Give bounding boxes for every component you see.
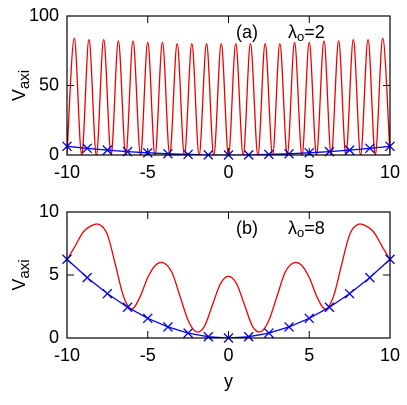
marker <box>142 147 153 158</box>
parameter-subscript: o <box>297 225 304 240</box>
y-tick-label: 50 <box>39 74 59 94</box>
marker <box>142 313 153 324</box>
y-axis-label: Vaxi <box>9 259 33 290</box>
marker <box>82 143 93 154</box>
x-tick-label: 0 <box>223 345 233 365</box>
annotation: (b) <box>236 218 258 238</box>
marker <box>243 331 254 342</box>
y-tick-label: 10 <box>39 201 59 221</box>
series-line <box>67 258 390 339</box>
marker <box>183 328 194 339</box>
y-tick-label: 100 <box>29 5 59 25</box>
marker <box>284 321 295 332</box>
annotation: (a) <box>236 22 258 42</box>
marker <box>82 272 93 283</box>
marker <box>102 288 113 299</box>
marker <box>122 302 133 313</box>
plot-area <box>67 37 390 156</box>
marker <box>102 145 113 156</box>
parameter-label: λo=2 <box>288 22 325 45</box>
y-tick-label: 0 <box>49 327 59 347</box>
y-axis-label-main: V <box>9 279 29 291</box>
marker <box>324 302 335 313</box>
parameter-symbol: λ <box>288 218 297 238</box>
y-tick-label: 0 <box>49 144 59 164</box>
parameter-subscript: o <box>297 29 304 44</box>
x-tick-label: -5 <box>140 162 156 182</box>
series-line <box>67 37 390 156</box>
plot-frame <box>66 211 391 339</box>
marker <box>364 272 375 283</box>
marker <box>344 288 355 299</box>
y-axis-label-sub: axi <box>16 70 33 89</box>
x-tick-label: 5 <box>304 162 314 182</box>
parameter-symbol: λ <box>288 22 297 42</box>
marker <box>304 147 315 158</box>
x-tick-label: 10 <box>380 345 400 365</box>
plot-area <box>67 223 390 339</box>
x-tick-label: -10 <box>54 345 80 365</box>
x-tick-label: 0 <box>223 162 233 182</box>
marker <box>162 148 173 159</box>
x-tick-label: 10 <box>380 162 400 182</box>
marker <box>284 148 295 159</box>
y-axis-label: Vaxi <box>9 70 33 101</box>
series-line <box>67 223 390 333</box>
parameter-label: λo=8 <box>288 218 325 241</box>
marker <box>162 321 173 332</box>
x-tick-label: -5 <box>140 345 156 365</box>
x-tick-label: -10 <box>54 162 80 182</box>
marker <box>304 313 315 324</box>
parameter-value: =2 <box>304 22 325 42</box>
x-axis-label: y <box>224 371 233 391</box>
y-axis-label-main: V <box>9 89 29 101</box>
marker <box>364 143 375 154</box>
marker <box>263 328 274 339</box>
parameter-value: =8 <box>304 218 325 238</box>
marker <box>203 331 214 342</box>
y-tick-label: 5 <box>49 264 59 284</box>
plot-frame <box>66 15 391 156</box>
marker <box>344 145 355 156</box>
x-tick-label: 5 <box>304 345 314 365</box>
y-axis-label-sub: axi <box>16 259 33 278</box>
